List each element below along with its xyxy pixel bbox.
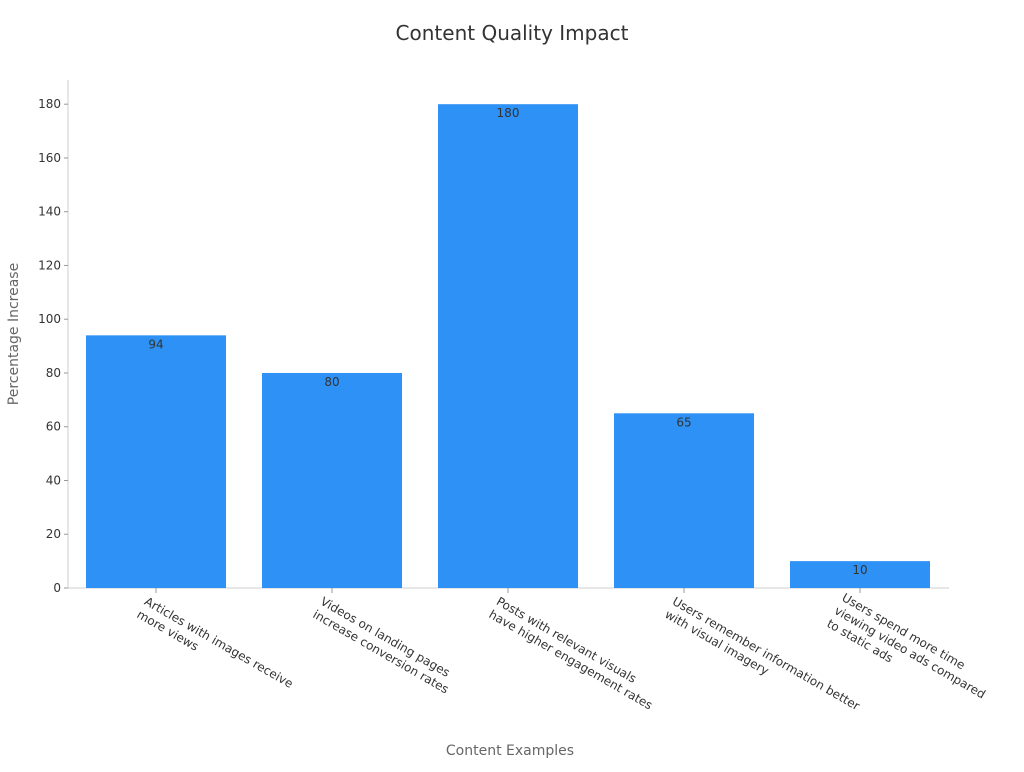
value-label: 65 xyxy=(676,415,691,429)
y-tick-label: 0 xyxy=(53,581,61,595)
chart-title: Content Quality Impact xyxy=(396,21,629,45)
value-label: 10 xyxy=(852,563,867,577)
value-label: 180 xyxy=(497,106,520,120)
y-tick-label: 120 xyxy=(38,258,61,272)
x-axis-label: Content Examples xyxy=(446,743,574,759)
bar xyxy=(86,335,226,588)
y-tick-label: 100 xyxy=(38,312,61,326)
y-tick-label: 160 xyxy=(38,151,61,165)
bar xyxy=(614,413,754,588)
x-tick-label: Posts with relevant visualshave higher e… xyxy=(487,594,663,712)
bar xyxy=(790,561,930,588)
y-axis-label: Percentage Increase xyxy=(6,263,22,405)
bar xyxy=(438,104,578,588)
value-label: 94 xyxy=(148,337,163,351)
y-tick-label: 80 xyxy=(46,366,61,380)
bar xyxy=(262,372,402,588)
y-tick-label: 40 xyxy=(46,473,61,487)
y-tick-label: 140 xyxy=(38,205,61,219)
value-label: 80 xyxy=(324,375,339,389)
y-tick-label: 180 xyxy=(38,97,61,111)
y-tick-label: 60 xyxy=(46,420,61,434)
x-tick-label: Articles with images receivemore views xyxy=(135,594,296,704)
x-tick-label: Videos on landing pagesincrease conversi… xyxy=(311,594,459,696)
y-tick-label: 20 xyxy=(46,527,61,541)
